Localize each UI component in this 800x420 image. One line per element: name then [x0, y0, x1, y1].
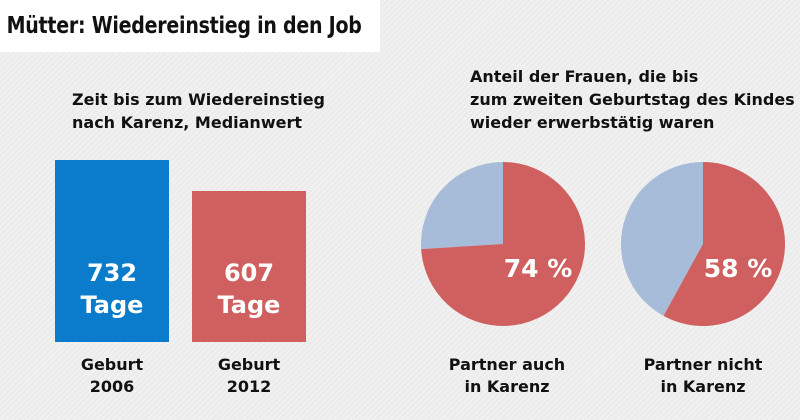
bar-value-number-2012: 607 — [223, 258, 275, 287]
category-2012-line-2: 2012 — [226, 377, 272, 396]
bar-subtitle-line-2: nach Karenz, Medianwert — [72, 113, 302, 132]
pie-label-partner-auch: Partner auch in Karenz — [442, 354, 572, 398]
pie-subtitle-line-1: Anteil der Frauen, die bis — [470, 67, 699, 86]
pie-subtitle-line-2: zum zweiten Geburtstag des Kindes — [470, 90, 795, 109]
bar-category-label-2012: Geburt 2012 — [184, 354, 314, 398]
bar-subtitle-line-1: Zeit bis zum Wiedereinstieg — [72, 90, 325, 109]
bar-geburt-2012: 607 Tage — [192, 191, 306, 342]
pie-label-nicht-line-2: in Karenz — [660, 377, 746, 396]
bar-value-number-2006: 732 — [86, 259, 138, 287]
bar-value-unit-2012: Tage — [217, 290, 281, 319]
pie-label-nicht-line-1: Partner nicht — [643, 355, 763, 374]
bar-value-label-2012: 607 Tage — [192, 257, 306, 321]
pie-slice-main-partner-nicht — [663, 161, 786, 326]
pie-slice-rest-partner-nicht — [621, 162, 703, 316]
pie-label-auch-line-2: in Karenz — [464, 377, 550, 396]
pie-slice-main-partner-auch — [421, 162, 585, 326]
category-2006-line-2: 2006 — [89, 377, 135, 396]
pie-chart-subtitle: Anteil der Frauen, die bis zum zweiten G… — [470, 65, 795, 134]
bar-category-label-2006: Geburt 2006 — [47, 354, 177, 398]
pie-value-label-partner-nicht: 58 % — [704, 254, 773, 283]
pie-slice-rest-partner-auch — [421, 162, 503, 250]
bar-value-label-2006: 732 Tage — [55, 257, 169, 321]
chart-title: Mütter: Wiedereinstieg in den Job — [0, 0, 380, 52]
pie-partner-nicht: 58 % — [621, 161, 786, 326]
pie-label-auch-line-1: Partner auch — [448, 355, 566, 374]
category-2012-line-1: Geburt — [217, 355, 281, 374]
pie-partner-auch: 74 % — [421, 162, 585, 326]
pie-subtitle-line-3: wieder erwerbstätig waren — [470, 113, 715, 132]
bar-geburt-2006: 732 Tage — [55, 160, 169, 342]
bar-chart-subtitle: Zeit bis zum Wiedereinstieg nach Karenz,… — [72, 88, 325, 134]
category-2006-line-1: Geburt — [80, 355, 144, 374]
bar-value-unit-2006: Tage — [80, 291, 144, 319]
pie-value-label-partner-auch: 74 % — [504, 254, 573, 283]
pie-label-partner-nicht: Partner nicht in Karenz — [638, 354, 768, 398]
